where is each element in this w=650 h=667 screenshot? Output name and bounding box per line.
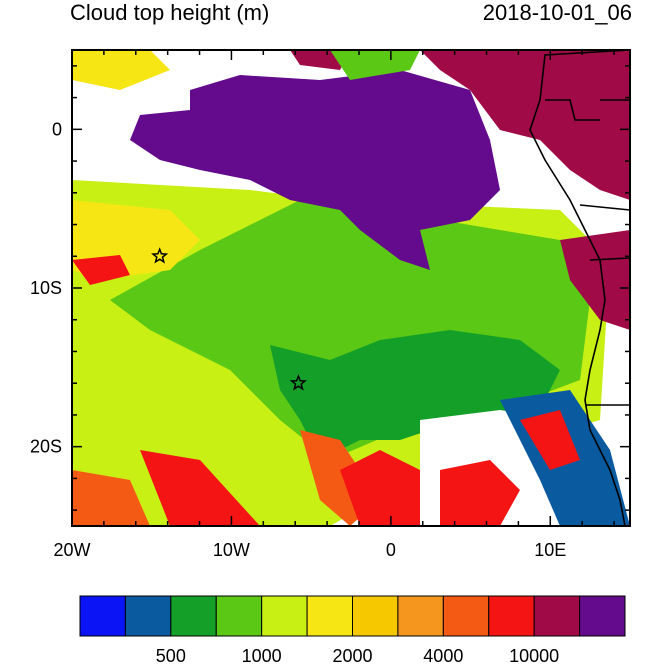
colorbar-swatch bbox=[533, 595, 581, 637]
coastline bbox=[529, 50, 630, 526]
colorbar-label: 10000 bbox=[509, 646, 559, 666]
axis-ticks: 20W 10W 0 10E 0 10S 20S bbox=[30, 50, 630, 560]
colorbar-swatch bbox=[170, 595, 217, 637]
x-tick-label: 10E bbox=[534, 540, 566, 560]
colorbar-swatch bbox=[397, 595, 444, 637]
colorbar-label: 1000 bbox=[242, 646, 282, 666]
colorbar-swatch bbox=[442, 595, 490, 637]
x-tick-label: 0 bbox=[386, 540, 396, 560]
star-marker-icon bbox=[289, 374, 308, 391]
colorbar-swatch bbox=[306, 595, 354, 637]
colorbar-swatch bbox=[124, 595, 172, 637]
marker-layer bbox=[151, 247, 308, 391]
colorbar-label: 2000 bbox=[332, 646, 372, 666]
y-tick-label: 10S bbox=[30, 278, 62, 298]
y-tick-label: 0 bbox=[52, 119, 62, 139]
colorbar-swatch bbox=[352, 595, 399, 637]
colorbar-label: 500 bbox=[156, 646, 186, 666]
colorbar-swatch bbox=[579, 595, 626, 637]
colorbar: 500 1000 2000 4000 10000 bbox=[79, 595, 626, 666]
colorbar-swatch bbox=[488, 595, 535, 637]
map-title: Cloud top height (m) bbox=[70, 0, 270, 25]
cloud-field-layer bbox=[72, 50, 630, 526]
x-tick-label: 10W bbox=[213, 540, 250, 560]
colorbar-swatch bbox=[215, 595, 263, 637]
map-timestamp: 2018-10-01_06 bbox=[482, 0, 632, 25]
star-marker-icon bbox=[151, 247, 169, 264]
colorbar-swatch bbox=[261, 595, 308, 637]
colorbar-swatch bbox=[79, 595, 126, 637]
x-tick-label: 20W bbox=[53, 540, 90, 560]
y-tick-label: 20S bbox=[30, 437, 62, 457]
colorbar-label: 4000 bbox=[423, 646, 463, 666]
